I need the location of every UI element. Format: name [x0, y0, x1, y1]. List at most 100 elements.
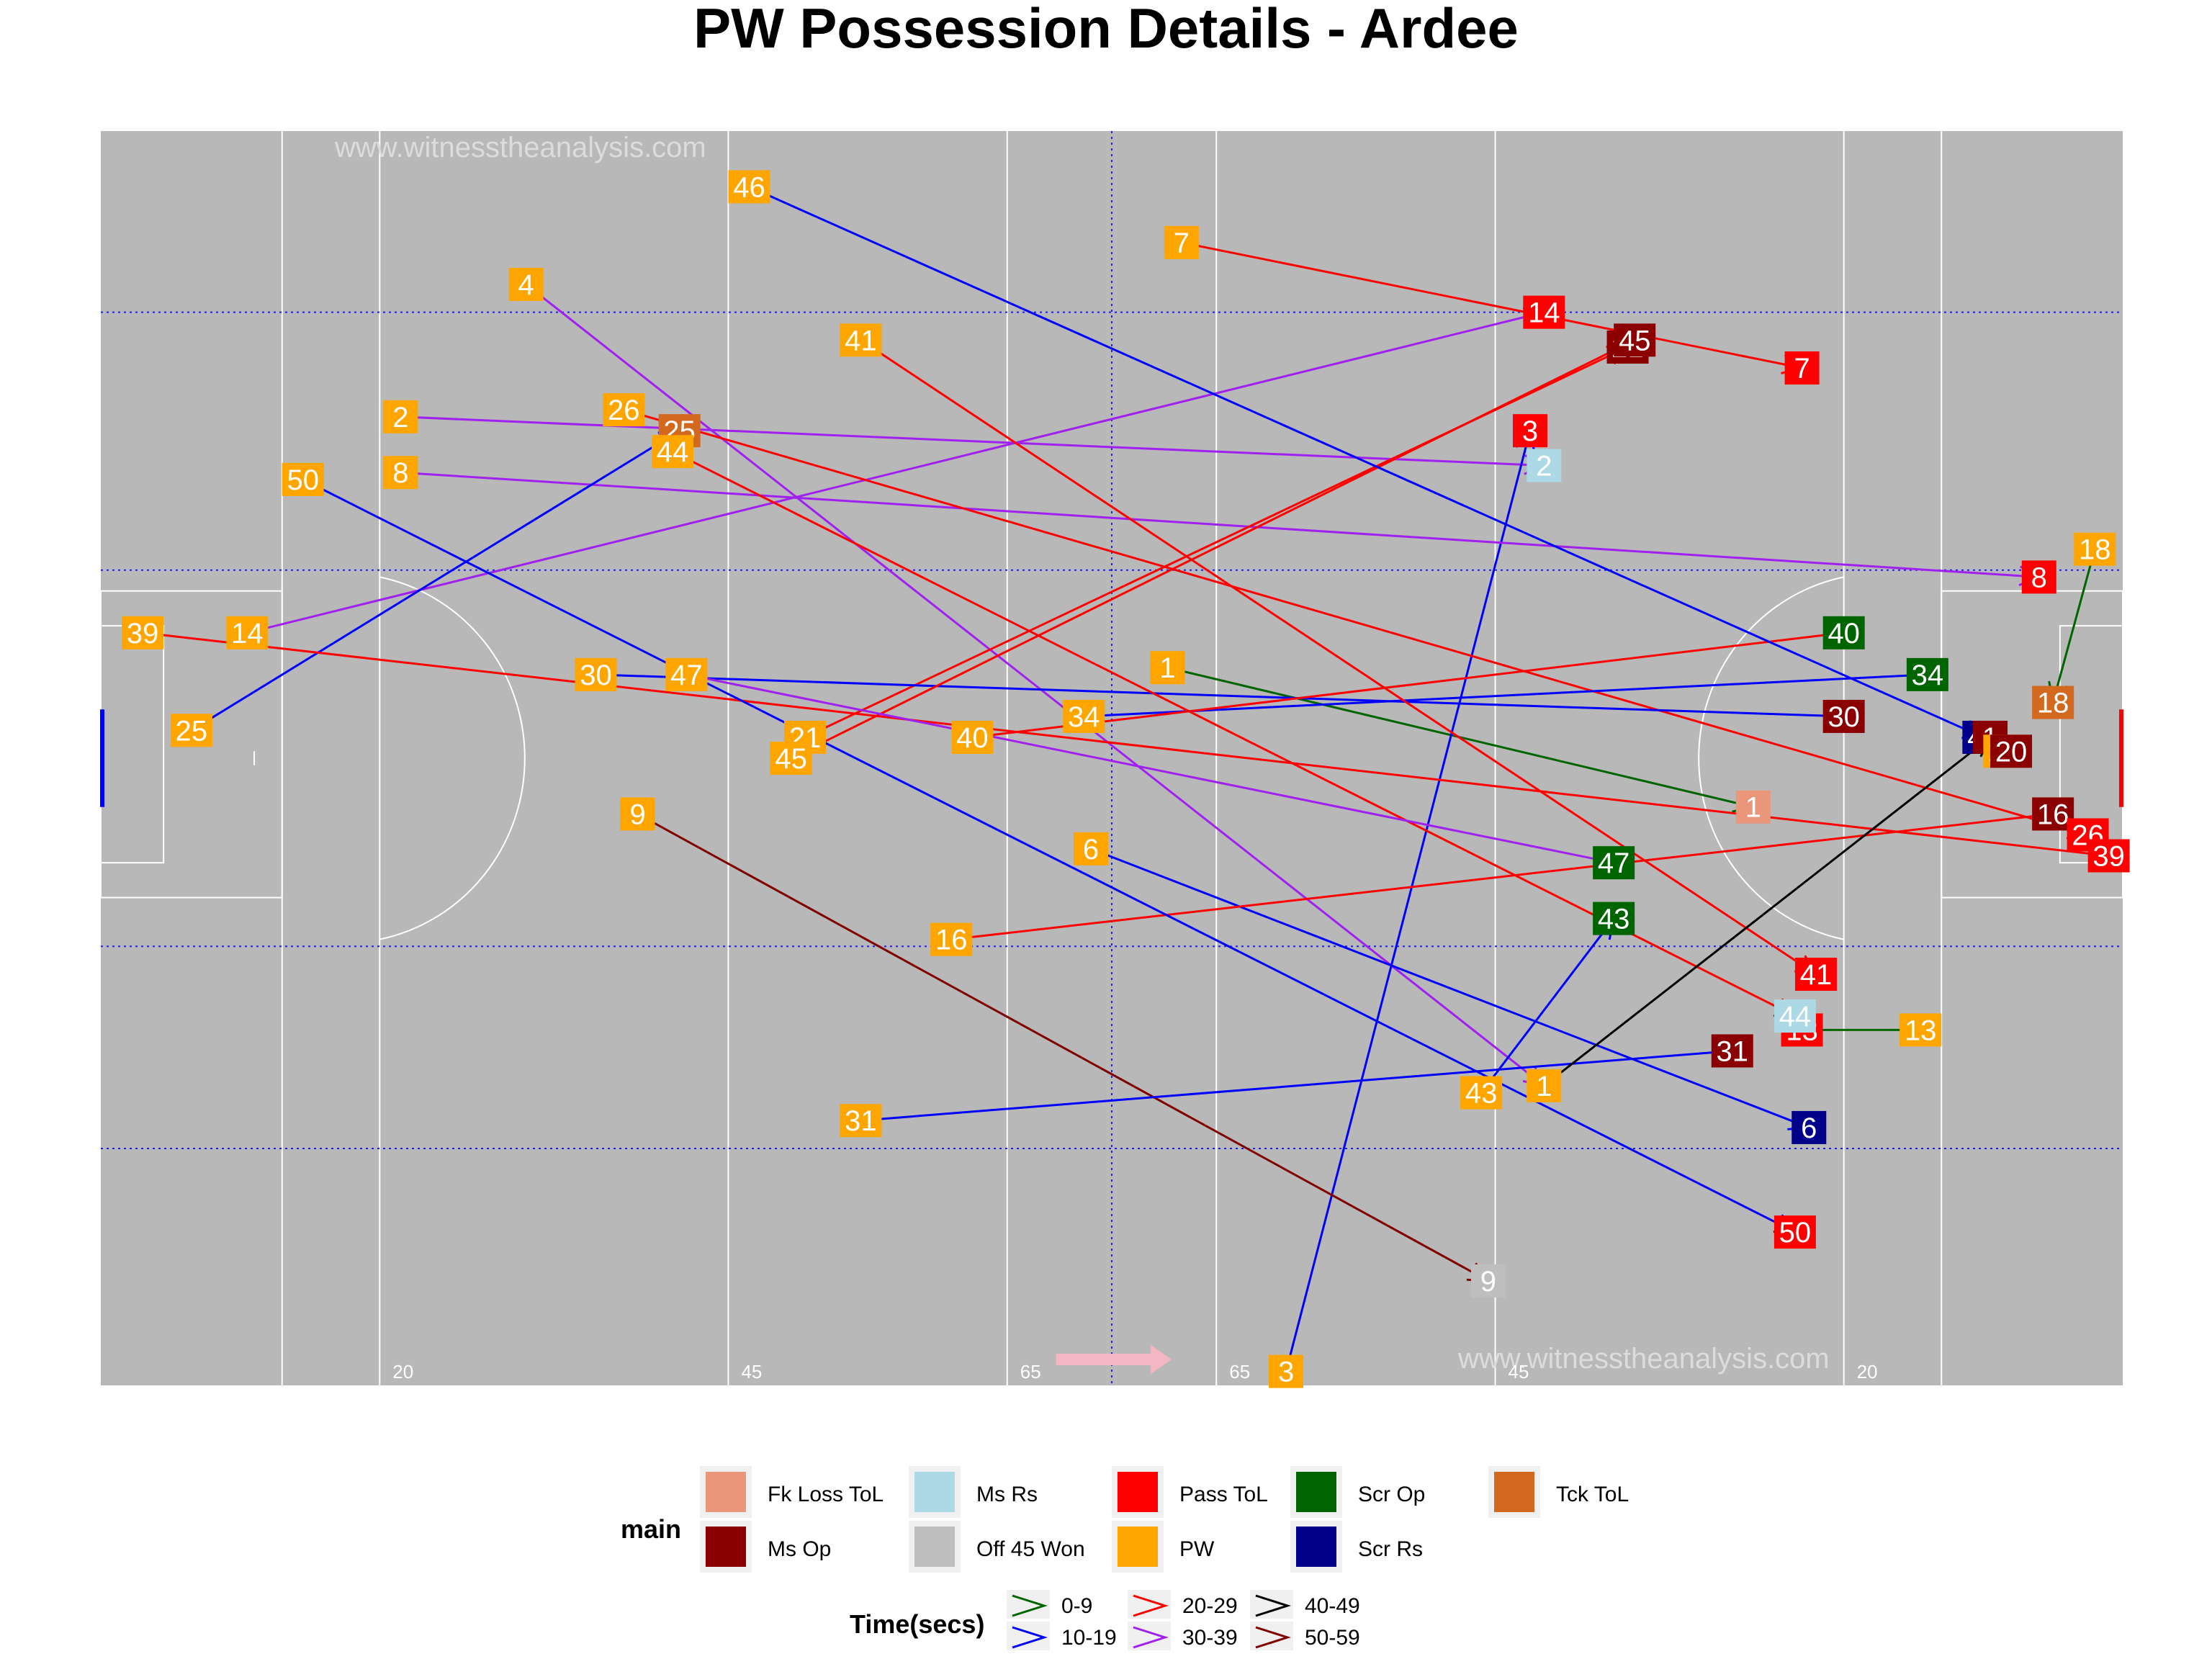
pitch-marking-label: 20: [392, 1361, 413, 1382]
possession-line: [637, 813, 1489, 1282]
legend-arrow-swatch: [1255, 1594, 1291, 1617]
possession-line: [1084, 673, 1928, 718]
end-label: 45: [1619, 325, 1651, 356]
start-label-box: [620, 797, 655, 831]
direction-arrow-head: [1151, 1345, 1172, 1374]
pitch-marking-label: 20: [1857, 1361, 1878, 1382]
start-label: 14: [231, 618, 264, 649]
legend-swatch: [1494, 1472, 1534, 1512]
possession-line: [2051, 549, 2096, 703]
legend-swatch: [1118, 1472, 1158, 1512]
legend-key-bg: [1007, 1622, 1050, 1650]
start-label: 43: [1465, 1078, 1498, 1110]
legend-label: 10-19: [1061, 1626, 1117, 1650]
end-label: 7: [1794, 353, 1809, 385]
end-label-box: [1784, 351, 1820, 385]
start-label: 2: [392, 402, 408, 433]
legend-label: Tck ToL: [1556, 1483, 1629, 1506]
legend-arrow-swatch: [1012, 1594, 1048, 1617]
start-label-box: [2074, 532, 2116, 566]
end-label-box: [1906, 657, 1948, 691]
end-label: 9: [1480, 1266, 1496, 1298]
legend-swatch: [706, 1527, 746, 1567]
possession-line: [246, 311, 1545, 634]
start-label-box: [1164, 225, 1199, 259]
end-label: 50: [1779, 1217, 1812, 1249]
start-label: 6: [1083, 834, 1099, 866]
start-label: 39: [127, 618, 159, 649]
legend-main-title: main: [621, 1514, 681, 1544]
legend-key-bg: [1128, 1622, 1171, 1650]
legend-swatch: [1296, 1472, 1336, 1512]
end-label: 44: [1779, 1001, 1812, 1033]
start-label-box: [840, 1104, 882, 1138]
legend-swatch: [914, 1527, 955, 1567]
pitch-lines: [100, 131, 2124, 1385]
arc-right: [1698, 576, 1844, 940]
start-label: 1: [1536, 1071, 1552, 1102]
end-label-box: [1593, 846, 1635, 880]
possession-line: [686, 673, 1614, 864]
start-label-box: [951, 720, 994, 754]
start-label: 45: [775, 743, 807, 775]
start-label-box: [282, 462, 324, 496]
legend-key-bg: [1128, 1590, 1171, 1619]
end-label: 1: [1745, 792, 1761, 824]
legend-label: Ms Op: [768, 1537, 831, 1561]
end-label-box: [1523, 295, 1565, 329]
end-label-box: [2021, 560, 2056, 594]
end-label-box: [1773, 1215, 1816, 1249]
start-label-box: [665, 657, 708, 691]
legend-label: Ms Rs: [976, 1483, 1038, 1506]
start-label-box: [1899, 1013, 1942, 1047]
legend: main Fk Loss ToL Ms Op Ms Rs Off 45 Won Pass …: [621, 1466, 1629, 1650]
end-label: 47: [1598, 848, 1630, 879]
end-label: 31: [1717, 1035, 1749, 1067]
end-label: 43: [1598, 904, 1630, 935]
start-label-box: [1460, 1076, 1503, 1110]
start-label-box: [1073, 832, 1108, 866]
pitch-marking-label: 65: [1020, 1361, 1041, 1382]
possession-line: [790, 338, 1635, 760]
legend-label: 40-49: [1305, 1594, 1360, 1618]
start-label: 31: [845, 1105, 877, 1137]
legend-label: 50-59: [1305, 1626, 1360, 1650]
possession-line: [951, 812, 2054, 941]
end-label: 18: [2037, 688, 2069, 719]
end-label: 41: [1800, 959, 1833, 991]
end-label: 30: [1827, 701, 1860, 733]
pitch-marking-label: 45: [741, 1361, 762, 1382]
end-label-box: [1791, 1110, 1827, 1144]
legend-time-title: Time(secs): [850, 1609, 984, 1639]
possession-line: [623, 408, 2089, 836]
start-label: 13: [1905, 1015, 1937, 1046]
watermark-text: www.witnesstheanalysis.com: [334, 132, 706, 163]
end-label-box: [1822, 616, 1865, 649]
end-label-box: [1527, 449, 1562, 482]
end-label-box: [1512, 414, 1547, 448]
possession-line: [972, 631, 1844, 739]
legend-key-bg: [1007, 1590, 1050, 1619]
start-label: 40: [956, 722, 989, 754]
start-label: 18: [2079, 534, 2111, 566]
start-label: 26: [608, 395, 640, 426]
start-label: 1: [1159, 652, 1175, 684]
start-label-box: [603, 393, 645, 427]
possession-line: [595, 673, 1844, 718]
possession-labels: 1122334466778899131314141616181821212525…: [122, 170, 2130, 1388]
possession-line: [302, 478, 1796, 1233]
legend-arrow-swatch: [1133, 1594, 1169, 1617]
possession-line: [748, 186, 1984, 739]
legend-label: 0-9: [1061, 1594, 1092, 1618]
start-label-box: [575, 657, 617, 691]
start-label: 44: [657, 436, 689, 468]
start-label-box: [122, 616, 164, 649]
end-label: 40: [1827, 618, 1860, 649]
end-label-box: [1593, 902, 1635, 935]
legend-label: 20-29: [1182, 1594, 1238, 1618]
end-label-box: [1470, 1264, 1506, 1298]
legend-label: Scr Rs: [1358, 1537, 1423, 1561]
start-label-box: [226, 616, 269, 649]
start-label-box: [840, 323, 882, 357]
